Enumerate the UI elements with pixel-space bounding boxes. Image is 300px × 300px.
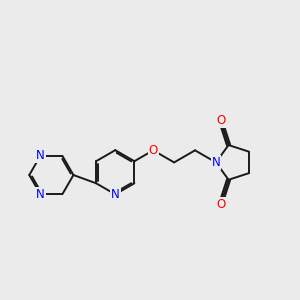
Text: O: O <box>216 198 225 211</box>
Text: O: O <box>216 114 225 127</box>
Text: N: N <box>212 156 220 169</box>
Text: N: N <box>36 188 45 201</box>
Text: O: O <box>148 144 158 157</box>
Text: N: N <box>36 149 45 162</box>
Text: N: N <box>111 188 120 201</box>
